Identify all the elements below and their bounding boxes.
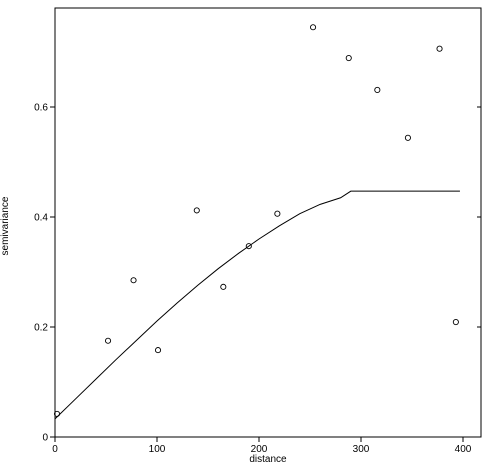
y-tick-label: 0.4 [34, 213, 48, 224]
data-point [404, 134, 411, 141]
y-axis-right-ticks [477, 106, 481, 438]
y-tick-label: 0.2 [34, 323, 48, 334]
x-axis: 0 100 200 300 400 [52, 437, 472, 455]
y-tick-label: 0.6 [34, 103, 48, 114]
data-point [452, 318, 459, 326]
data-point [193, 207, 200, 214]
x-tick-label: 0 [52, 444, 58, 455]
data-point [274, 210, 281, 217]
y-tick-label: 0 [42, 433, 48, 444]
data-points [53, 24, 459, 417]
y-axis-title: semivariance [0, 196, 11, 255]
x-tick-label: 200 [251, 444, 268, 455]
x-axis-title: distance [249, 454, 287, 465]
data-point [130, 277, 137, 284]
x-tick-label: 300 [353, 444, 370, 455]
y-axis: 0 0.2 0.4 0.6 [34, 103, 55, 444]
plot-frame [54, 7, 482, 438]
data-point [310, 24, 317, 31]
data-point [374, 86, 381, 93]
x-tick-label: 400 [455, 444, 472, 455]
x-tick-label: 100 [149, 444, 166, 455]
data-point [53, 410, 61, 417]
data-point [245, 243, 252, 250]
fitted-model-line [54, 190, 460, 420]
data-point [345, 55, 352, 62]
data-point [436, 45, 443, 52]
data-point [220, 283, 227, 290]
data-point [154, 347, 162, 354]
data-point [104, 337, 112, 344]
